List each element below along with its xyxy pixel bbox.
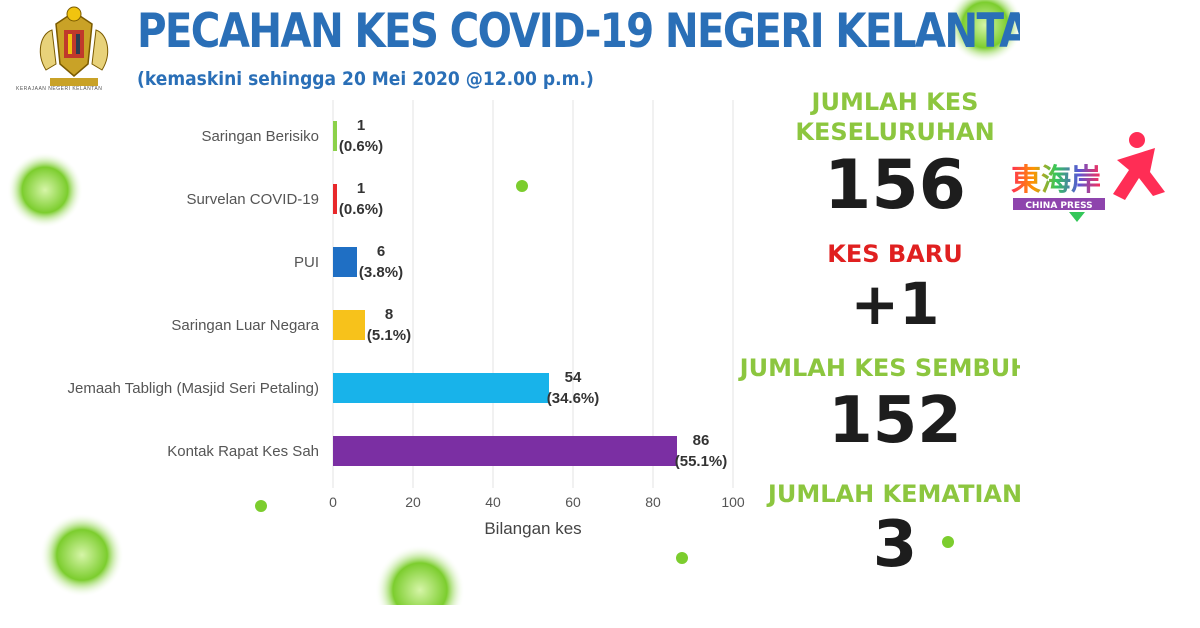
x-tick-label: 0 [329,494,337,510]
category-label: Survelan COVID-19 [186,191,319,208]
x-axis-label: Bilangan kes [484,519,581,538]
crest-caption: KERAJAAN NEGERI KELANTAN [16,86,103,92]
data-label-value: 1 [357,180,365,197]
data-label-value: 8 [385,306,393,323]
china-press-logo: 東海岸 CHINA PRESS [1011,132,1165,222]
deaths-label: JUMLAH KEMATIAN [767,480,1020,508]
virus-icon [375,545,465,605]
category-label: Jemaah Tabligh (Masjid Seri Petaling) [67,380,319,397]
virus-icon [676,552,688,564]
bar [333,310,365,340]
recovered-value: 152 [828,384,962,458]
data-label-percent: (55.1%) [675,453,728,470]
total-cases-value: 156 [824,146,966,225]
x-tick-label: 80 [645,494,661,510]
bar [333,121,337,151]
virus-icon [947,0,1020,63]
data-label-percent: (34.6%) [547,390,600,407]
bar [333,436,677,466]
page-title: PECAHAN KES COVID-19 NEGERI KELANTAN [137,4,1020,59]
x-tick-label: 60 [565,494,581,510]
total-cases-label: JUMLAH KES [811,88,979,116]
bar [333,373,549,403]
data-label-percent: (3.8%) [359,264,403,281]
data-label-percent: (5.1%) [367,327,411,344]
new-cases-value: +1 [850,270,940,338]
new-cases-label: KES BARU [827,240,963,268]
virus-decorations [7,0,1020,605]
bar [333,247,357,277]
x-tick-label: 40 [485,494,501,510]
x-tick-label: 20 [405,494,421,510]
virus-icon [7,152,83,228]
virus-icon [942,536,954,548]
virus-icon [255,500,267,512]
data-label-value: 86 [693,432,710,449]
data-label-value: 6 [377,243,385,260]
data-label-percent: (0.6%) [339,201,383,218]
bar-chart: 0 20 40 60 80 100 Bilangan kes Saringan Berisik… [67,100,745,538]
data-label-value: 1 [357,117,365,134]
data-label-value: 54 [565,369,582,386]
total-cases-label-2: KESELURUHAN [795,118,995,146]
recovered-label: JUMLAH KES SEMBUH [739,354,1020,382]
virus-icon [516,180,528,192]
page-subtitle: (kemaskini sehingga 20 Mei 2020 @12.00 p… [137,68,594,90]
category-label: Saringan Berisiko [201,128,319,145]
infographic-panel: KERAJAAN NEGERI KELANTAN PECAHAN KES COV… [7,0,1020,605]
category-label: Saringan Luar Negara [171,317,319,334]
deaths-value: 3 [872,508,918,582]
logo-subtext: CHINA PRESS [1025,201,1092,211]
category-label: Kontak Rapat Kes Sah [167,443,319,460]
logo-text: 東海岸 [1011,163,1101,198]
bar [333,184,337,214]
x-tick-label: 100 [721,494,745,510]
data-label-percent: (0.6%) [339,138,383,155]
category-label: PUI [294,254,319,271]
virus-icon [40,513,124,597]
coat-of-arms-icon [39,6,109,86]
